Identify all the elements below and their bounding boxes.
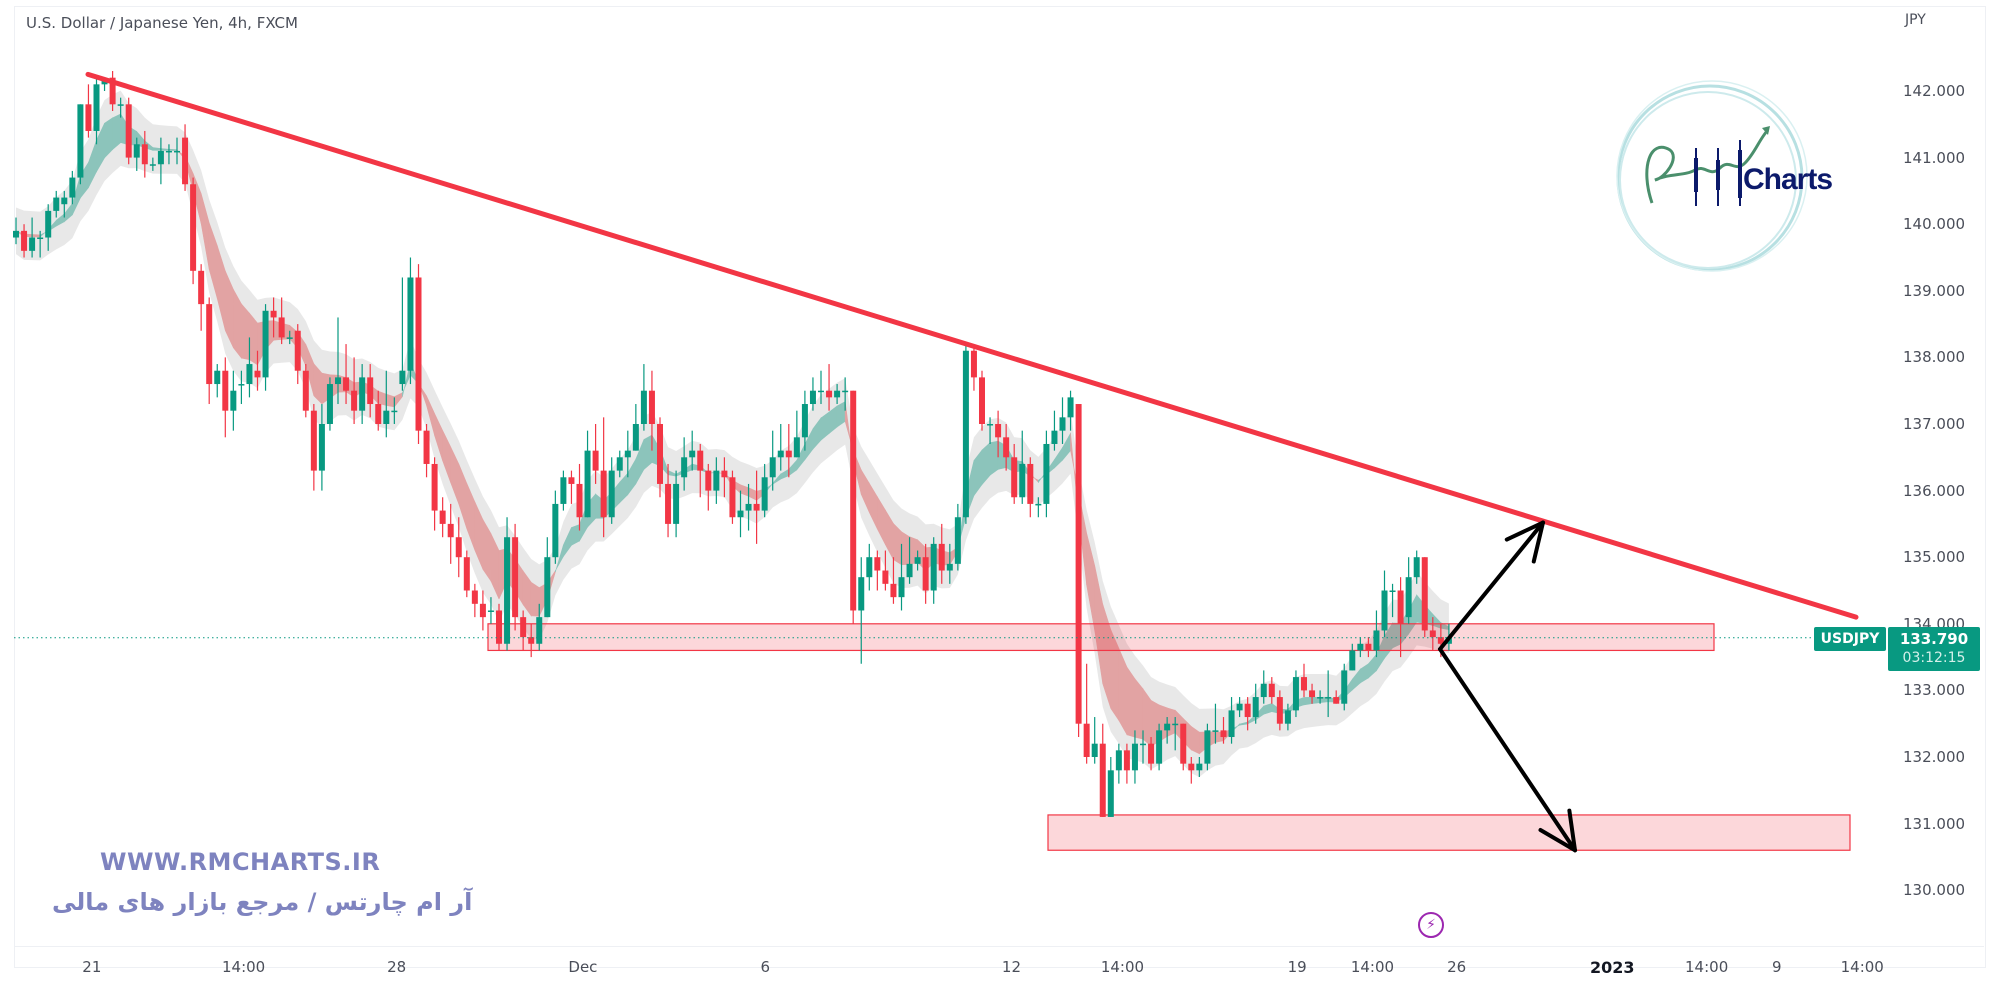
last-price-symbol-tag: USDJPY	[1814, 627, 1886, 651]
watermark-url: WWW.RMCHARTS.IR	[100, 848, 381, 876]
price-tick-label: 136.000	[1903, 481, 1966, 500]
price-tick-label: 137.000	[1903, 415, 1966, 433]
price-tick-label: 138.000	[1903, 348, 1966, 367]
time-tick-label: Dec	[568, 958, 598, 976]
time-tick-label: 26	[1447, 958, 1467, 976]
rmcharts-logo	[1616, 80, 1808, 272]
time-tick-label: 9	[1772, 958, 1782, 976]
time-tick-label: 14:00	[1685, 958, 1729, 976]
bar-countdown: 03:12:15	[1902, 650, 1966, 666]
time-tick-label: 21	[82, 958, 102, 976]
time-tick-label: 12	[1001, 958, 1022, 976]
price-tick-label: 130.000	[1903, 881, 1966, 900]
price-tick-label: 139.000	[1903, 281, 1966, 300]
support-zone	[487, 623, 1715, 652]
last-price-tag: 133.790 03:12:15	[1888, 627, 1980, 671]
symbol-title[interactable]: U.S. Dollar / Japanese Yen, 4h, FXCM	[26, 14, 298, 32]
time-tick-label: 19	[1287, 958, 1307, 976]
logo-text: Charts	[1743, 163, 1833, 196]
time-tick-label: 14:00	[1350, 958, 1395, 976]
price-tick-label: 135.000	[1903, 548, 1966, 567]
watermark-persian-tagline: آر ام چارتس / مرجع بازار های مالی	[52, 888, 473, 916]
price-tick-label: 132.000	[1903, 748, 1966, 766]
price-tick-label: 141.000	[1903, 148, 1966, 167]
price-tick-label: 140.000	[1903, 215, 1966, 234]
last-price-value: 133.790	[1899, 630, 1969, 648]
price-axis-divider	[1985, 6, 1986, 966]
time-tick-label: 14:00	[1840, 958, 1884, 976]
time-axis-divider	[14, 946, 1984, 947]
trendline	[85, 71, 1859, 620]
price-tick-label: 131.000	[1903, 814, 1966, 833]
time-tick-label: 28	[387, 958, 407, 976]
price-tick-label: 142.000	[1903, 82, 1966, 100]
time-tick-label: 14:00	[221, 958, 266, 976]
time-tick-label: 2023	[1589, 958, 1635, 977]
lightning-icon[interactable]: ⚡	[1418, 912, 1444, 938]
time-tick-label: 6	[760, 958, 771, 976]
price-tick-label: 133.000	[1903, 681, 1966, 700]
time-tick-label: 14:00	[1100, 958, 1145, 976]
support-zone	[1047, 814, 1851, 851]
axis-currency-label: JPY	[1905, 12, 1926, 28]
